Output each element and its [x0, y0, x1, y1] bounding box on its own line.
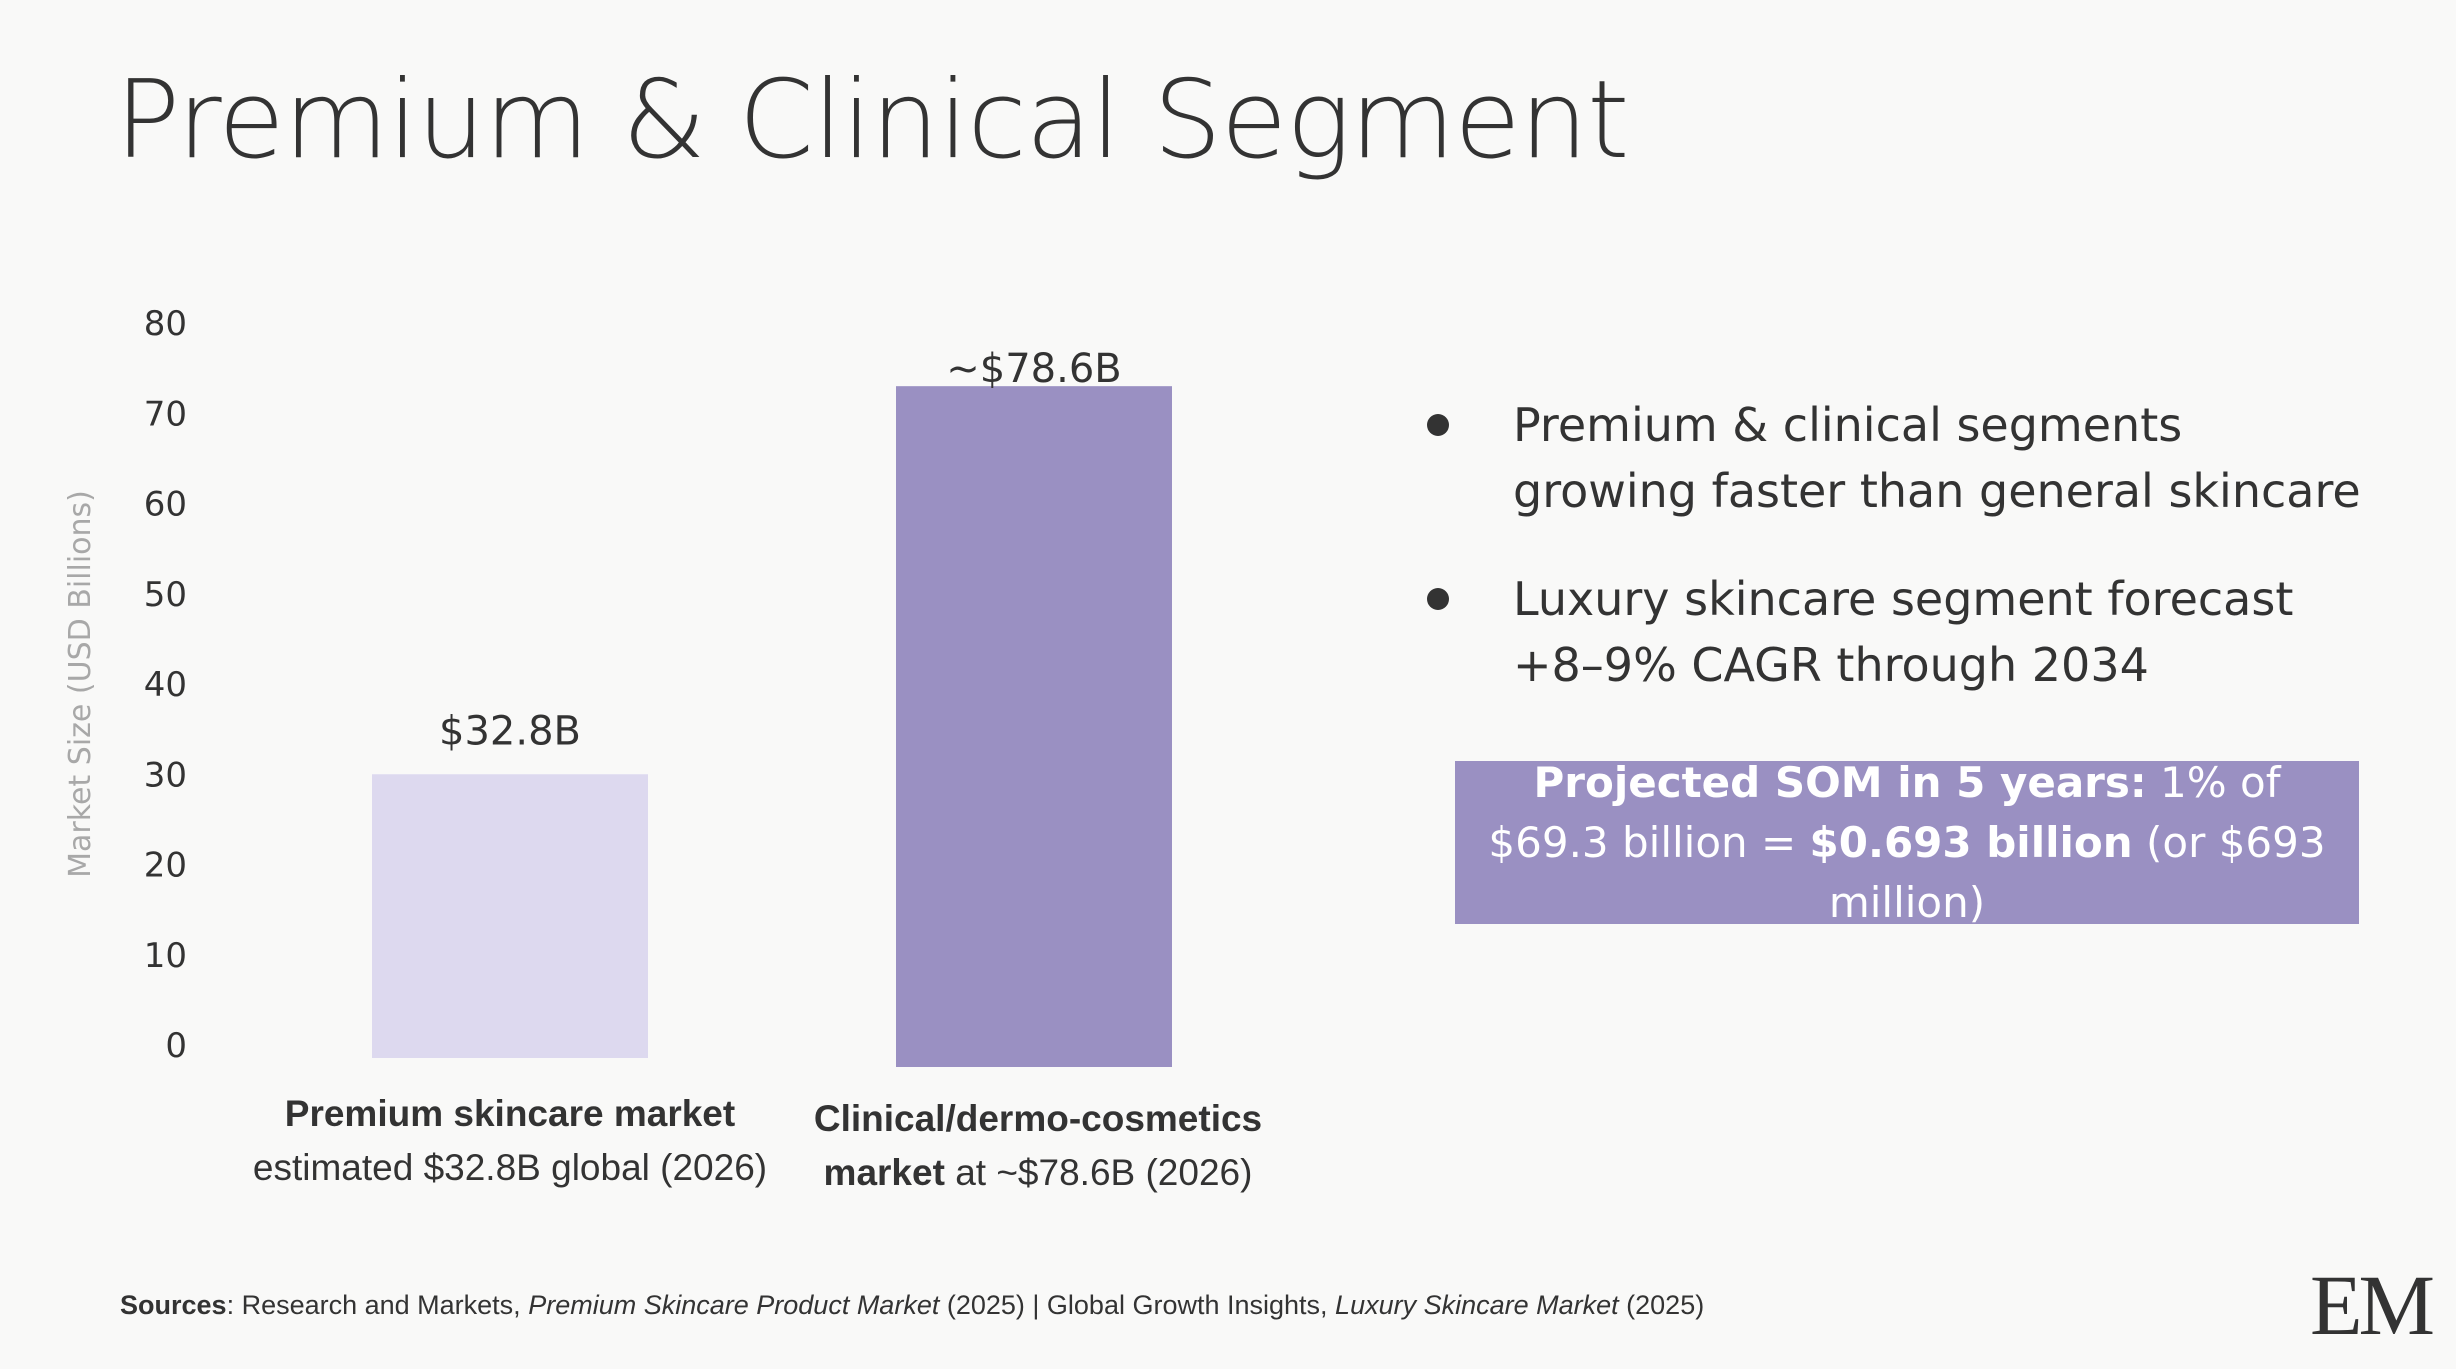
bullet-item: Premium & clinical segments growing fast…	[1420, 392, 2370, 524]
bullet-dot-icon	[1427, 414, 1449, 436]
y-tick-label: 70	[144, 394, 187, 434]
sources-publication-1: Premium Skincare Product Market	[528, 1290, 940, 1320]
y-tick-label: 60	[144, 485, 187, 525]
y-tick-label: 20	[144, 846, 187, 886]
category-label-clinical-bold: Clinical/dermo-cosmetics market	[813, 1098, 1263, 1193]
category-label-clinical: Clinical/dermo-cosmetics market at ~$78.6…	[758, 1092, 1318, 1200]
som-text: Projected SOM in 5 years: 1% of $69.3 bi…	[1475, 753, 2339, 933]
sources-part-2: (2025) | Global Growth Insights,	[939, 1290, 1336, 1320]
sources-part-1: : Research and Markets,	[226, 1290, 529, 1320]
sources-footnote: Sources: Research and Markets, Premium S…	[120, 1290, 1704, 1321]
category-label-premium-bold: Premium skincare market	[284, 1093, 736, 1134]
som-text-1: 1% of $69.3 billion =	[1488, 757, 2281, 867]
y-axis-title: Market Size (USD Billions)	[63, 490, 98, 878]
bar	[372, 774, 648, 1058]
bullet-dot-icon	[1427, 588, 1449, 610]
y-axis-ticks: 0 10 20 30 40 50 60 70 80	[144, 304, 187, 1066]
sources-part-3: (2025)	[1618, 1290, 1705, 1320]
bar	[896, 386, 1172, 1067]
y-tick-label: 40	[144, 665, 187, 705]
em-logo: EM	[2310, 1257, 2435, 1353]
y-tick-label: 30	[144, 755, 187, 795]
data-labels: $32.8B ~$78.6B	[439, 346, 1122, 754]
y-tick-label: 10	[144, 936, 187, 976]
som-callout: Projected SOM in 5 years: 1% of $69.3 bi…	[1455, 758, 2359, 927]
y-tick-label: 50	[144, 575, 187, 615]
category-label-premium-rest: estimated $32.8B global (2026)	[252, 1147, 768, 1188]
bars	[372, 386, 1172, 1067]
bullet-item: Luxury skincare segment forecast +8–9% C…	[1420, 566, 2370, 698]
category-label-premium: Premium skincare market estimated $32.8B…	[230, 1087, 790, 1195]
sources-publication-2: Luxury Skincare Market	[1335, 1290, 1619, 1320]
som-text-2: (or $693 million)	[1828, 817, 2326, 927]
sources-label: Sources	[120, 1290, 227, 1320]
bar-value-label: $32.8B	[439, 708, 581, 754]
bullet-text: Premium & clinical segments growing fast…	[1513, 398, 2361, 518]
bullet-text: Luxury skincare segment forecast +8–9% C…	[1513, 572, 2294, 692]
y-tick-label: 80	[144, 304, 187, 344]
slide-title: Premium & Clinical Segment	[115, 58, 1629, 183]
y-tick-label: 0	[165, 1026, 187, 1066]
som-label: Projected SOM in 5 years:	[1533, 757, 2147, 807]
bullet-list: Premium & clinical segments growing fast…	[1420, 392, 2370, 740]
som-value: $0.693 billion	[1809, 817, 2133, 867]
category-label-clinical-rest: at ~$78.6B (2026)	[955, 1152, 1253, 1193]
bar-value-label: ~$78.6B	[946, 346, 1121, 392]
